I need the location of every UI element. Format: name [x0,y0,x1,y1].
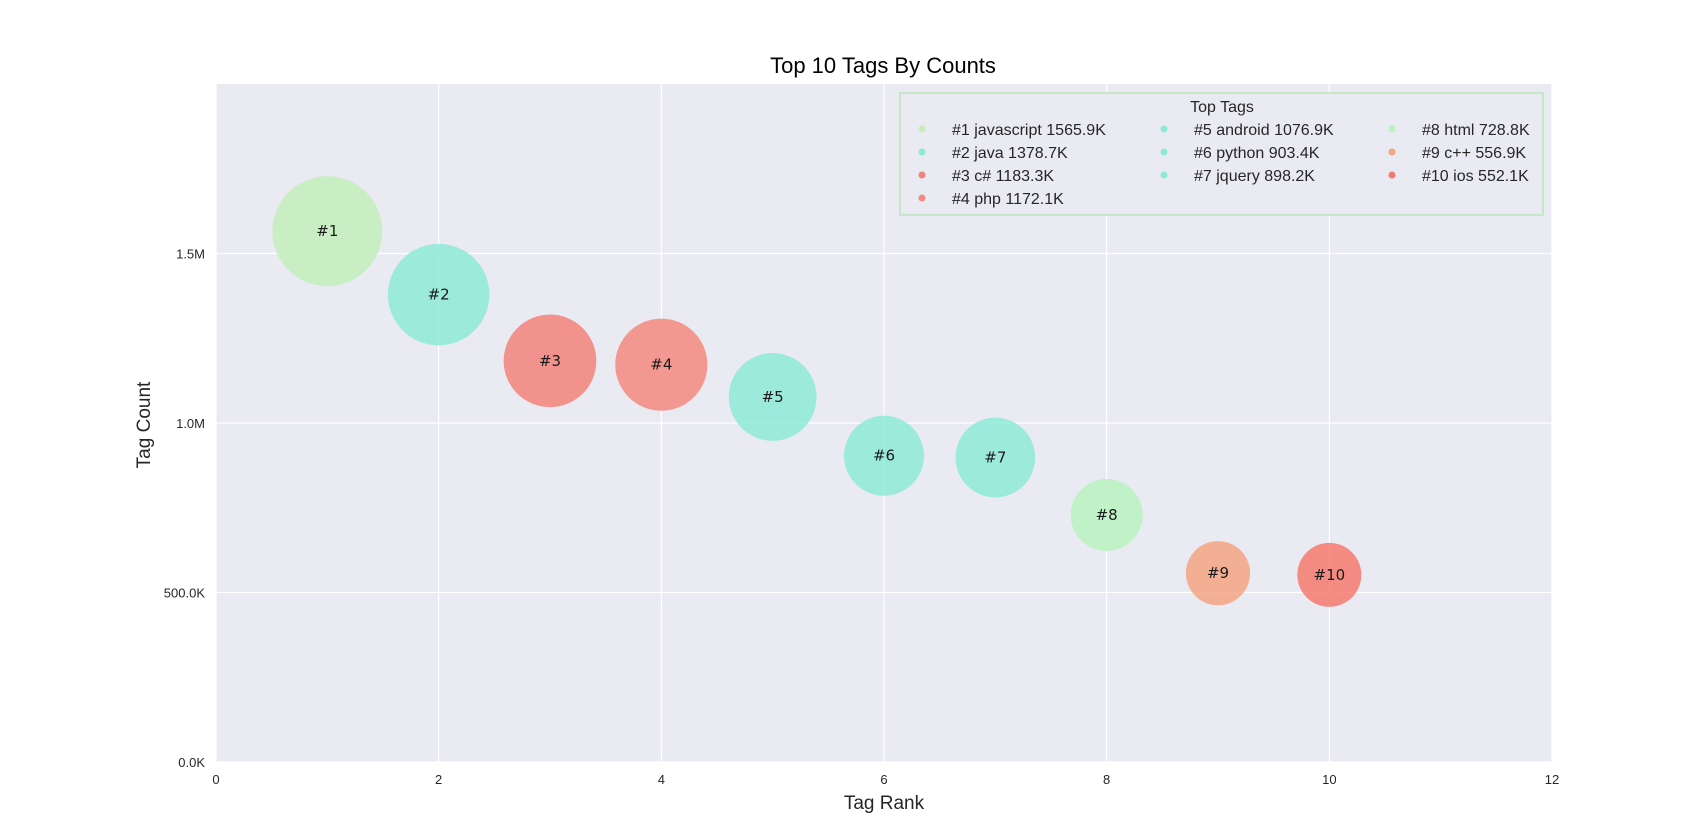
bubble-label: #6 [873,447,895,465]
legend-entry: #8 html 728.8K [1422,122,1530,139]
x-tick-label: 2 [435,772,442,787]
legend-marker [918,125,926,133]
legend-marker [918,171,926,179]
bubble-label: #5 [762,388,784,406]
legend-marker [1160,125,1168,133]
bubble-label: #4 [650,356,672,374]
legend-marker [1160,171,1168,179]
bubble-label: #1 [316,222,338,240]
y-tick-label: 1.0M [176,416,205,431]
y-axis-label: Tag Count [134,381,155,468]
legend-title: Top Tags [1190,99,1254,116]
bubble [615,318,708,411]
bubble [1070,478,1143,551]
bubble [503,314,597,408]
legend-marker [1388,171,1396,179]
legend-entry: #6 python 903.4K [1194,145,1320,162]
x-tick-label: 12 [1545,772,1559,787]
x-tick-label: 8 [1103,772,1110,787]
x-tick-label: 4 [658,772,665,787]
bubble [955,417,1036,498]
bubbles: #1 #2 #3 #4 #5 #6 #7 #8 #9 #10 [272,176,1362,607]
y-tick-label: 0.0K [178,755,205,770]
bubble-label: #9 [1207,564,1229,582]
x-tick-label: 10 [1322,772,1336,787]
legend-entry: #2 java 1378.7K [952,145,1068,162]
legend-marker [918,148,926,156]
y-tick-label: 500.0K [164,586,206,601]
legend-entry: #4 php 1172.1K [952,191,1064,208]
legend-marker [1388,148,1396,156]
bubble-label: #10 [1314,566,1346,584]
legend-entry: #1 javascript 1565.9K [952,122,1106,139]
y-tick-label: 1.5M [176,247,205,262]
legend-entry: #5 android 1076.9K [1194,122,1334,139]
legend: Top Tags #1 javascript 1565.9K #2 java 13… [899,92,1544,216]
x-axis-label: Tag Rank [844,793,925,814]
bubble-label: #7 [984,449,1006,467]
legend-marker [1388,125,1396,133]
x-tick-label: 0 [212,772,219,787]
x-tick-label: 6 [880,772,887,787]
y-tick-labels: 0.0K 500.0K 1.0M 1.5M [164,247,206,771]
legend-box [899,92,1544,216]
legend-entry: #10 ios 552.1K [1422,168,1529,185]
bubble-label: #8 [1096,506,1118,524]
x-tick-labels: 0 2 4 6 8 10 12 [212,772,1559,787]
chart-title: Top 10 Tags By Counts [770,53,996,78]
bubble [728,353,817,441]
bubble [272,176,383,287]
legend-entry: #3 c# 1183.3K [952,168,1054,185]
legend-marker [918,194,926,202]
legend-marker [1160,148,1168,156]
bubble [844,415,924,496]
bubble [1185,541,1251,606]
legend-items: #1 javascript 1565.9K #2 java 1378.7K #3 c… [918,122,1530,208]
bubble-label: #2 [428,286,450,304]
bubble [387,243,490,346]
bubble-label: #3 [539,352,561,370]
legend-entry: #7 jquery 898.2K [1194,168,1315,185]
legend-entry: #9 c++ 556.9K [1422,145,1526,162]
bubble [1297,542,1362,607]
